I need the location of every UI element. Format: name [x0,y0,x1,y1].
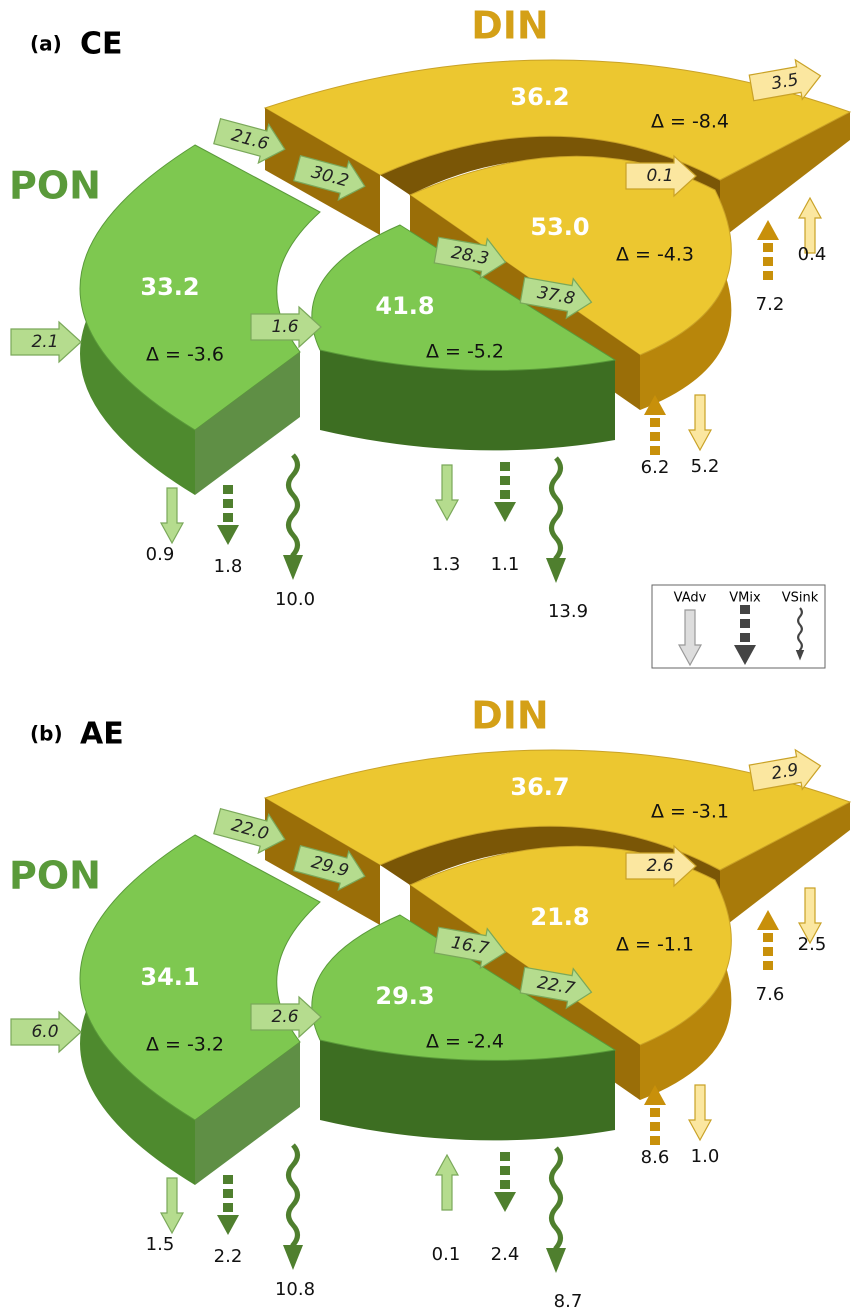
mix-arrow [493,461,517,523]
site-label: CE [80,27,123,62]
flux-label: 2.1 [31,332,58,352]
panel-label: (a) [30,32,62,56]
pool-value: 29.3 [375,982,434,1010]
flux-label: 1.0 [691,1146,720,1167]
pool-delta: Δ = -3.1 [651,801,729,823]
flux-label: 7.6 [756,984,785,1005]
sink-arrow [283,1145,303,1270]
pool-value: 36.7 [510,773,569,801]
flux-label: 22.0 [229,815,271,844]
flux-label: 2.2 [214,1246,243,1267]
pon-label: PON [9,854,101,898]
flux-label: 10.8 [275,1279,315,1300]
site-label: AE [80,717,124,752]
flux-label: 2.4 [491,1244,520,1265]
flux-label: 2.6 [271,1007,298,1027]
pool-value: 41.8 [375,292,434,320]
mix-arrow [756,219,780,281]
legend-label: VAdv [674,591,707,606]
pool-value: 34.1 [140,963,199,991]
adv-arrow [688,394,712,451]
pool-value: 53.0 [530,213,589,241]
mix-arrow [493,1151,517,1213]
pool-delta: Δ = -4.3 [616,244,694,266]
flux-label: 1.1 [491,554,520,575]
flux-label: 1.5 [146,1234,175,1255]
flux-label: 5.2 [691,456,720,477]
flux-label: 2.9 [770,760,800,784]
pool-delta: Δ = -2.4 [426,1031,504,1053]
mix-arrow [756,909,780,971]
flux-label: 1.8 [214,556,243,577]
flux-label: 7.2 [756,294,785,315]
din-label: DIN [471,694,548,738]
flux-label: 8.6 [641,1147,670,1168]
flux-label: 8.7 [554,1291,583,1311]
mix-arrow [216,484,240,546]
pool-delta: Δ = -3.2 [146,1034,224,1056]
pon-label: PON [9,164,101,208]
pool-delta: Δ = -5.2 [426,341,504,363]
adv-arrow [435,1154,459,1211]
adv-arrow [435,464,459,521]
pool-delta: Δ = -8.4 [651,111,729,133]
flux-label: 13.9 [548,601,588,622]
din-label: DIN [471,4,548,48]
flux-label: 6.2 [641,457,670,478]
sink-arrow [283,455,303,580]
mix-arrow [216,1174,240,1236]
panel-label: (b) [30,722,63,746]
flux-label: 10.0 [275,589,315,610]
pool-value: 36.2 [510,83,569,111]
flux-label: 1.3 [432,554,461,575]
flux-label: 0.4 [798,244,827,265]
pool-value: 33.2 [140,273,199,301]
flux-label: 1.6 [271,317,298,337]
adv-arrow [688,1084,712,1141]
sink-arrow [546,1148,566,1273]
flux-label: 0.1 [432,1244,461,1265]
legend-label: VSink [782,591,819,606]
flux-label: 21.6 [229,125,271,154]
adv-arrow [160,1177,184,1234]
flux-label: 6.0 [31,1022,58,1042]
legend-box [651,584,826,669]
pool-value: 21.8 [530,903,589,931]
legend-label: VMix [729,591,761,606]
pool-delta: Δ = -3.6 [146,344,224,366]
flux-label: 2.5 [798,934,827,955]
flux-label: 0.1 [646,166,673,186]
flux-label: 2.6 [646,856,673,876]
flux-label: 0.9 [146,544,175,565]
pool-delta: Δ = -1.1 [616,934,694,956]
adv-arrow [160,487,184,544]
flux-label: 3.5 [770,70,800,94]
sink-arrow [546,458,566,583]
